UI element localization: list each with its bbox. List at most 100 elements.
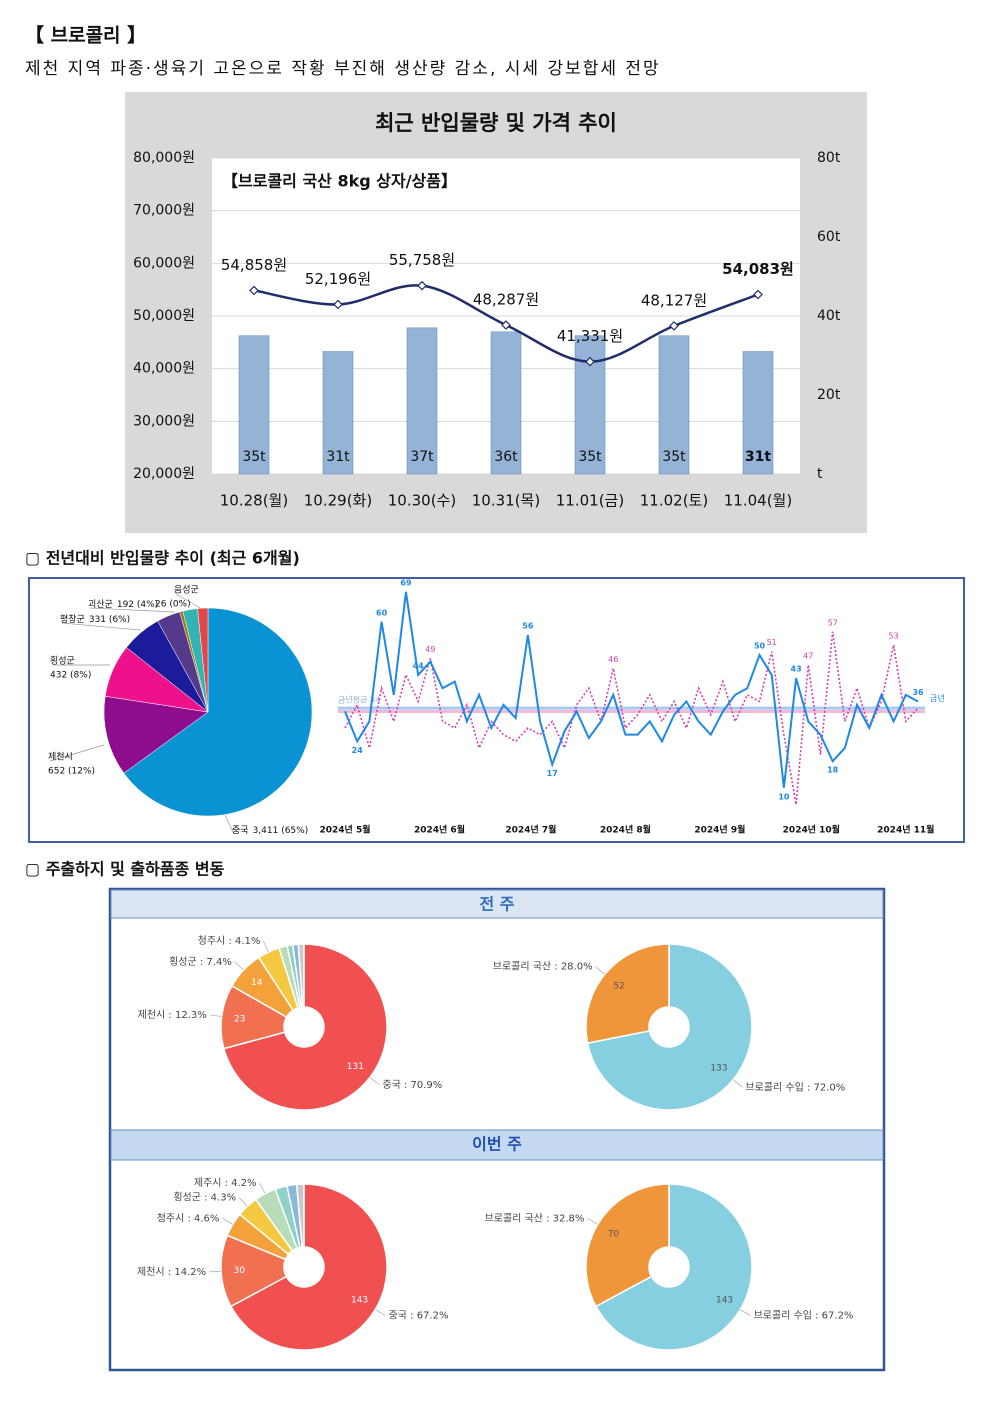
price-marker (333, 299, 343, 310)
bar (238, 335, 270, 475)
section-heading: ▢ 전년대비 반입물량 추이 (최근 6개월) (25, 549, 300, 568)
price-marker (501, 320, 511, 330)
slice-label: 횡성군 : 4.3% (173, 1192, 236, 1204)
pie-label-value: 652 (12%) (48, 767, 95, 777)
slice-label: 청주시 : 4.1% (198, 935, 261, 947)
pie-label-name: 음성군 (174, 585, 199, 596)
y2-tick-label: 20t (817, 387, 841, 403)
x-tick-label: 11.02(토) (640, 492, 708, 510)
y-tick-label: 40,000원 (133, 361, 195, 377)
slice-label: 제주시 : 4.2% (194, 1177, 257, 1189)
y-tick-label: 50,000원 (133, 308, 195, 324)
leader-line (209, 1014, 222, 1017)
y2-tick-label: 40t (817, 308, 841, 324)
pie-label: 괴산군 192 (4%) (88, 599, 158, 610)
slice-value: 143 (351, 1296, 368, 1306)
point-label: 57 (828, 618, 838, 627)
bar (322, 351, 354, 475)
panel-title: 이번 주 (472, 1135, 522, 1154)
pie-label-name: 횡성군 (50, 655, 75, 667)
leader-line (209, 1270, 222, 1273)
pie-label-value: 432 (8%) (50, 671, 91, 681)
point-label: 36 (912, 688, 924, 697)
slice-label: 청주시 : 4.6% (157, 1212, 220, 1224)
slice-value: 131 (347, 1062, 364, 1072)
point-label: 69 (400, 578, 412, 587)
pie-label: 중국 3,411 (65%) (232, 825, 308, 836)
price-marker (585, 356, 595, 367)
leader-line (238, 1197, 248, 1207)
y-tick-label: 30,000원 (133, 413, 195, 429)
slice-label: 중국 : 67.2% (389, 1310, 449, 1322)
slice-label: 횡성군 : 7.4% (169, 956, 232, 968)
donut-slice (585, 943, 670, 1044)
pie-slice (197, 607, 209, 713)
price-label: 54,083원 (722, 260, 794, 278)
leader-line (259, 1182, 266, 1194)
donut-slice (222, 943, 388, 1111)
point-label: 17 (547, 769, 558, 778)
bar-label: 36t (494, 449, 518, 465)
point-label: 53 (889, 632, 899, 641)
bar (490, 331, 522, 475)
donut-slice (586, 943, 753, 1111)
x-tick-label: 10.29(화) (304, 492, 372, 510)
x-tick-label: 2024년 6월 (414, 824, 465, 836)
x-tick-label: 11.04(월) (724, 492, 792, 510)
y-tick-label: 70,000원 (133, 203, 195, 219)
x-tick-label: 2024년 11월 (877, 824, 934, 836)
y-tick-label: 80,000원 (133, 150, 195, 166)
point-label: 47 (803, 651, 813, 660)
chart-title: 최근 반입물량 및 가격 추이 (375, 111, 617, 135)
pie-label-value: 192 (4%) (117, 600, 158, 610)
y2-tick-label: t (817, 466, 823, 482)
slice-value: 52 (613, 981, 624, 991)
leader-line (263, 940, 269, 953)
y-tick-label: 20,000원 (133, 466, 195, 482)
price-label: 55,758원 (389, 251, 455, 269)
point-label: 24 (352, 746, 364, 755)
point-label: 50 (754, 642, 766, 651)
point-label: 49 (425, 645, 435, 654)
leader-line (61, 622, 141, 631)
leader-line (740, 1309, 751, 1317)
price-label: 52,196원 (305, 270, 371, 288)
donut-slice (297, 943, 305, 1008)
leader-line (732, 1079, 743, 1088)
slice-label: 브로콜리 국산 : 32.8% (485, 1212, 585, 1224)
panel-title: 전 주 (479, 895, 514, 914)
slice-label: 브로콜리 국산 : 28.0% (493, 961, 593, 973)
point-label: 46 (608, 655, 618, 664)
price-label: 48,287원 (473, 291, 539, 309)
panel-band (110, 1129, 884, 1161)
bar (406, 327, 438, 475)
x-tick-label: 2024년 7월 (505, 824, 556, 836)
panel-band (110, 889, 884, 919)
slice-value: 30 (234, 1266, 246, 1276)
slice-label: 중국 : 70.9% (382, 1079, 442, 1091)
point-label: 18 (827, 766, 839, 775)
pie-label-value: 331 (6%) (89, 615, 130, 625)
slice-value: 70 (608, 1229, 620, 1239)
leader-line (587, 1217, 598, 1225)
point-label: 56 (522, 622, 534, 631)
bar (658, 335, 690, 475)
leader-line (375, 1309, 386, 1317)
pie-label-value: 26 (0%) (155, 600, 191, 610)
y2-tick-label: 60t (817, 229, 841, 245)
price-label: 54,858원 (221, 256, 287, 274)
x-tick-label: 2024년 10월 (783, 824, 840, 836)
x-tick-label: 10.30(수) (388, 492, 456, 510)
bar-label: 35t (662, 449, 686, 465)
price-label: 48,127원 (641, 291, 707, 309)
pie-slice (123, 607, 313, 817)
x-tick-label: 10.31(목) (472, 492, 540, 510)
slice-value: 133 (710, 1064, 727, 1074)
slice-label: 브로콜리 수입 : 72.0% (745, 1080, 845, 1093)
pie-label-name: 제천시 (48, 752, 73, 763)
x-tick-label: 2024년 5월 (319, 824, 370, 836)
bar-label: 31t (745, 449, 771, 465)
leader-line (175, 593, 201, 609)
chart-subtitle: 【브로콜리 국산 8kg 상자/상품】 (222, 172, 457, 191)
